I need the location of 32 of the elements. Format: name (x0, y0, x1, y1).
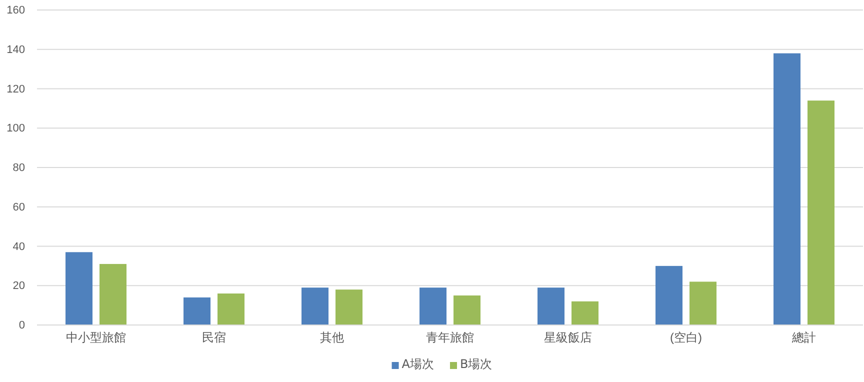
y-tick-label: 100 (6, 122, 25, 135)
y-tick-label: 20 (12, 280, 25, 292)
bar (302, 288, 328, 325)
y-tick-label: 140 (6, 44, 25, 56)
bar (808, 100, 834, 325)
y-tick-label: 0 (18, 320, 25, 332)
bar (774, 53, 800, 325)
bar (218, 294, 244, 325)
y-tick-label: 60 (12, 201, 25, 214)
y-tick-label: 80 (12, 162, 25, 174)
x-tick-label: 其他 (320, 330, 344, 345)
y-tick-label: 40 (12, 240, 25, 253)
bar (66, 252, 92, 325)
x-tick-label: 中小型旅館 (66, 330, 126, 345)
legend-label: B場次 (460, 357, 492, 371)
bar (538, 288, 564, 325)
bar (656, 266, 682, 325)
legend-label: A場次 (402, 357, 434, 371)
bar (690, 282, 716, 325)
bar (184, 297, 210, 325)
x-tick-label: 星級飯店 (544, 330, 592, 345)
bar (100, 264, 126, 325)
x-tick-label: 青年旅館 (426, 330, 474, 345)
y-tick-label: 160 (6, 4, 25, 17)
y-tick-label: 120 (6, 83, 25, 96)
bar (572, 301, 598, 325)
x-tick-label: 總計 (791, 330, 816, 345)
x-tick-label: (空白) (670, 330, 702, 345)
bar (420, 288, 446, 325)
x-tick-label: 民宿 (202, 330, 226, 345)
bar (454, 295, 480, 325)
bar (336, 290, 362, 325)
